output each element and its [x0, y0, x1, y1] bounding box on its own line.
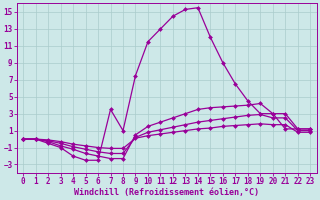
X-axis label: Windchill (Refroidissement éolien,°C): Windchill (Refroidissement éolien,°C)	[74, 188, 259, 197]
